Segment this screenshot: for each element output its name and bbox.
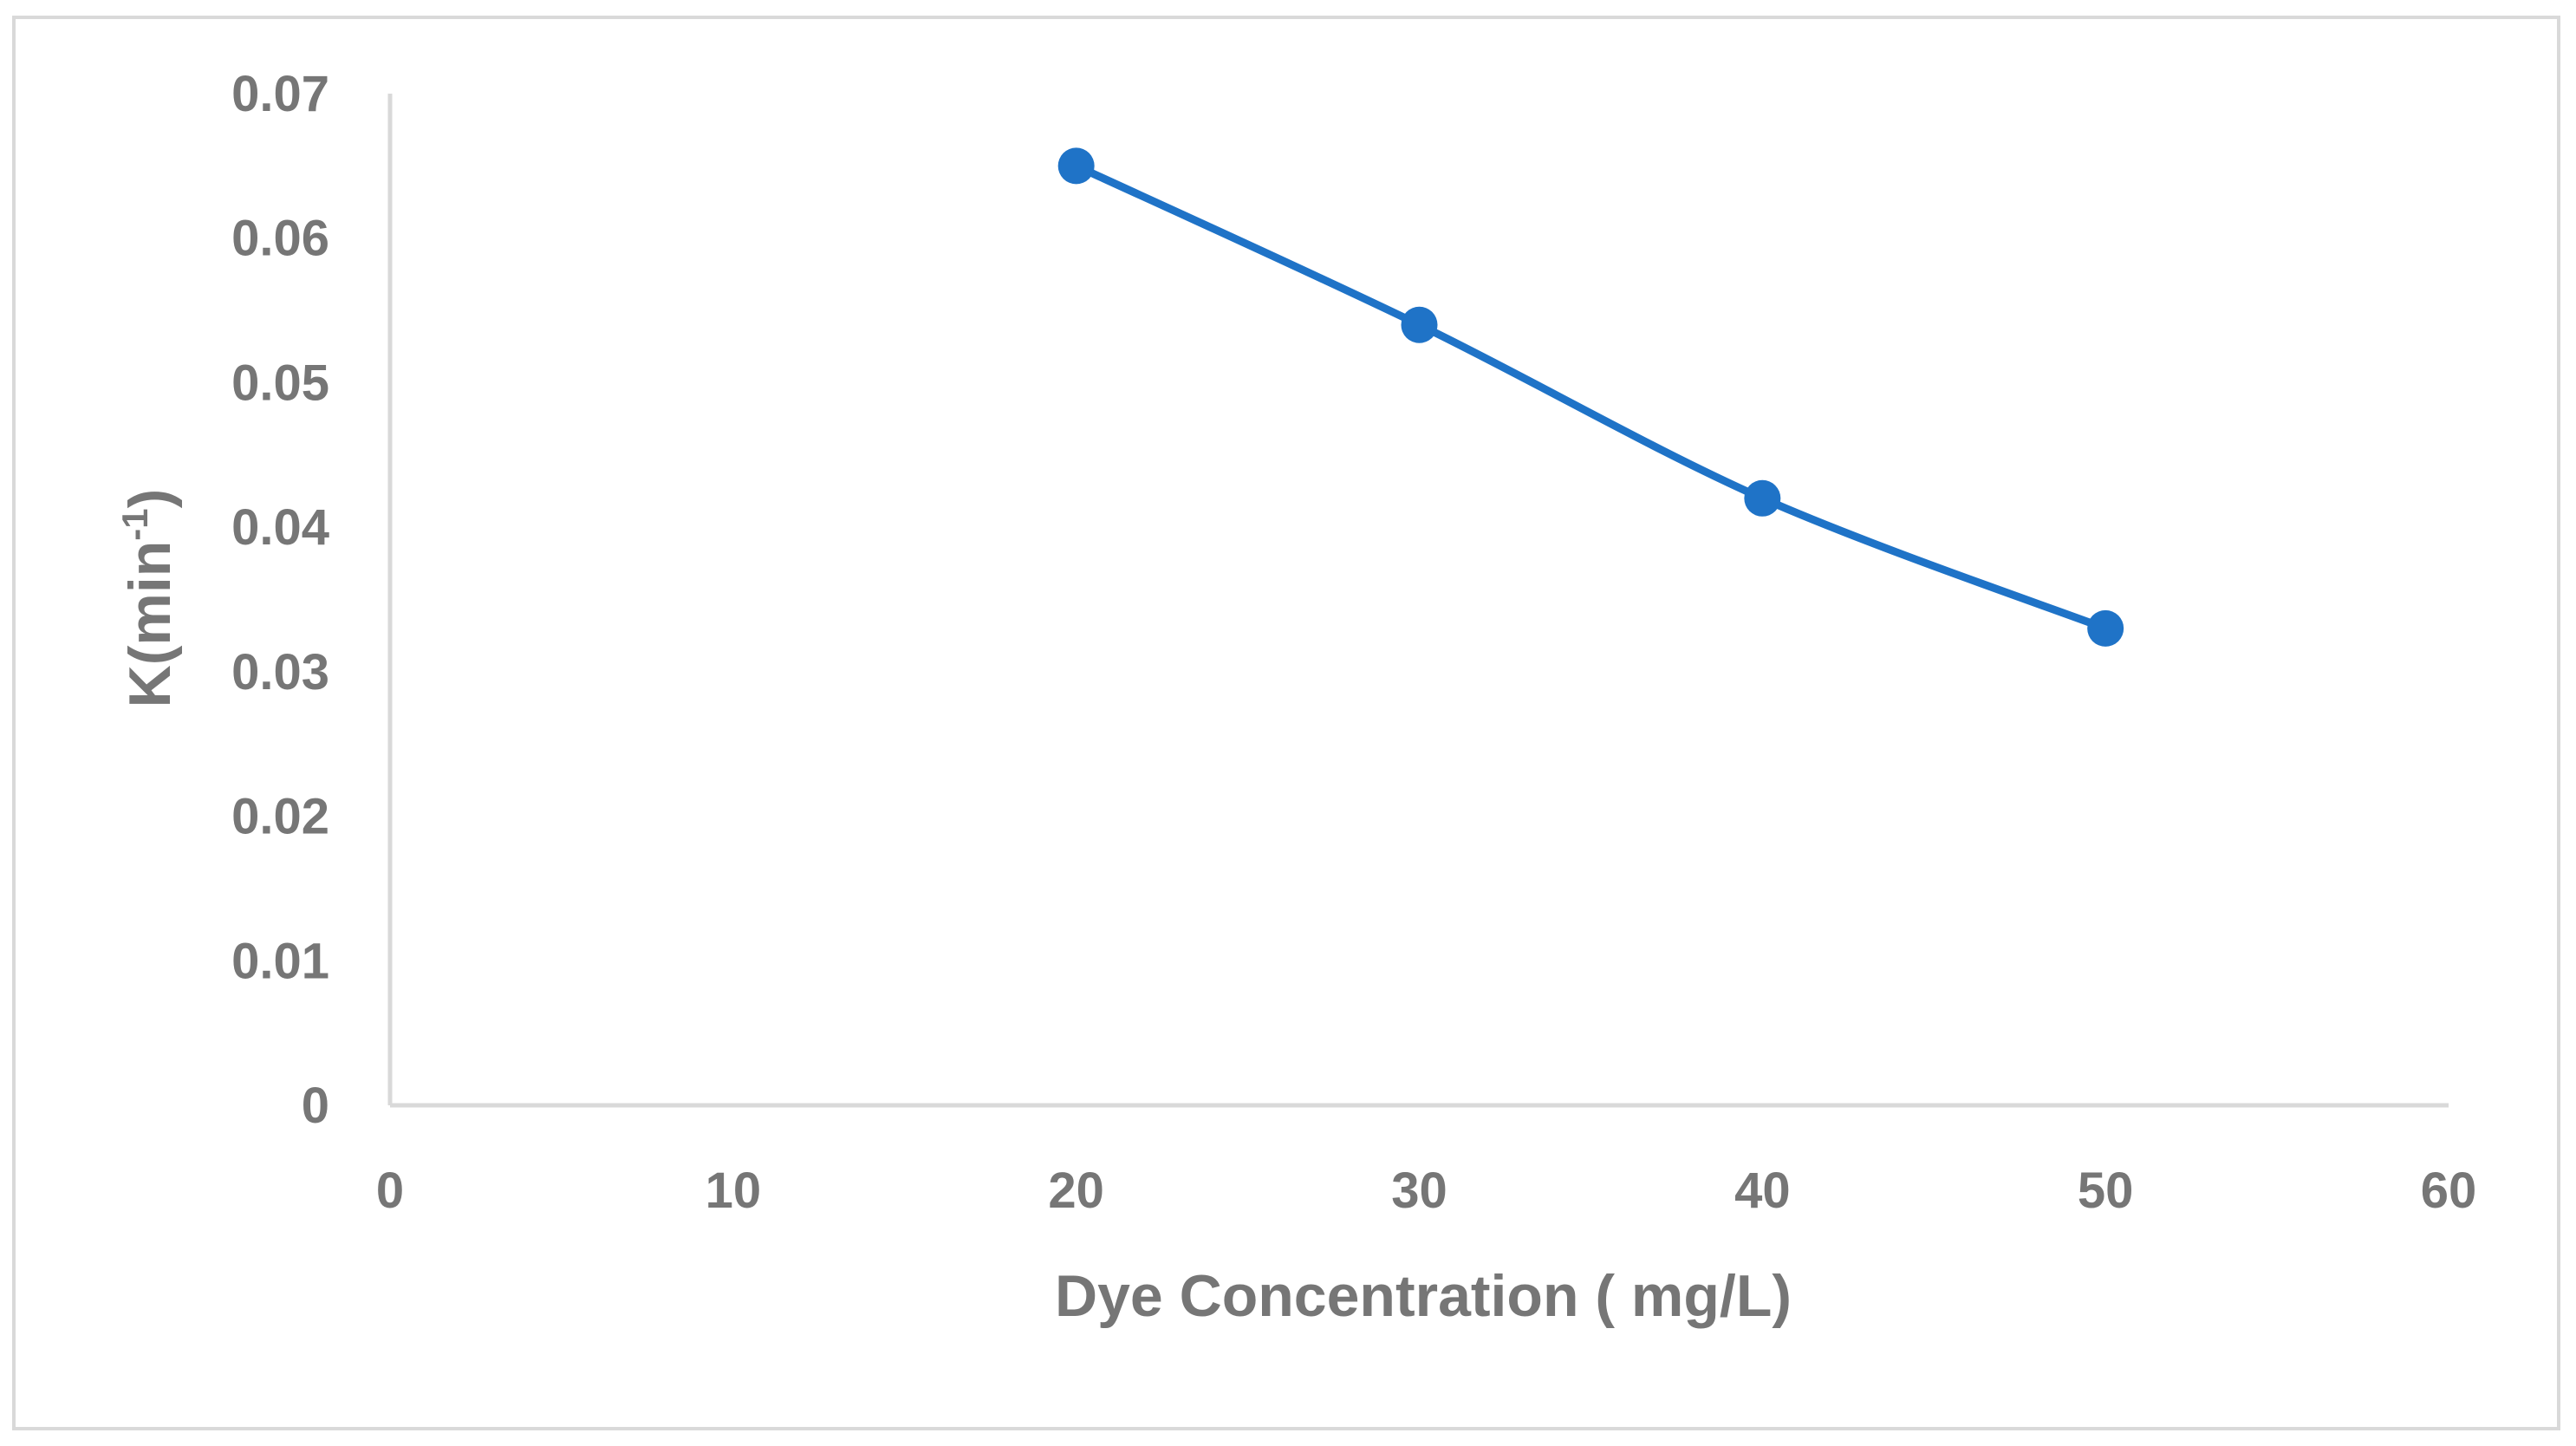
chart-frame <box>12 16 2560 1430</box>
x-tick-label: 30 <box>1391 1163 1447 1219</box>
data-point <box>2087 609 2124 647</box>
series-line <box>1072 161 2110 633</box>
y-axis-title-close: ) <box>117 489 183 509</box>
y-axis-title: K(min-1) <box>114 489 183 708</box>
x-tick-label: 50 <box>2078 1163 2134 1219</box>
y-tick-label: 0.06 <box>231 211 329 267</box>
data-point <box>1057 147 1095 185</box>
x-axis-title: Dye Concentration ( mg/L) <box>1055 1263 1792 1329</box>
y-tick-label: 0.04 <box>231 499 329 556</box>
tick-labels: 0 10 20 30 40 50 60 0 0.01 0.02 0.03 0.04 0.05 0.06 0.… <box>231 66 2476 1219</box>
y-tick-label: 0.02 <box>231 789 329 845</box>
y-axis-title-superscript: -1 <box>114 508 155 540</box>
y-tick-label: 0.01 <box>231 933 329 989</box>
x-tick-label: 40 <box>1734 1163 1791 1219</box>
x-tick-label: 60 <box>2421 1163 2477 1219</box>
x-tick-label: 10 <box>706 1163 762 1219</box>
y-tick-label: 0.05 <box>231 355 329 411</box>
data-point <box>1401 306 1438 343</box>
axes <box>387 94 2449 1108</box>
data-point <box>1744 479 1781 517</box>
y-tick-label: 0 <box>302 1078 329 1134</box>
data-series <box>1057 147 2124 647</box>
y-axis-title-main: K(min <box>117 541 183 708</box>
x-tick-label: 0 <box>376 1163 404 1219</box>
x-tick-label: 20 <box>1048 1163 1104 1219</box>
y-tick-label: 0.07 <box>231 66 329 122</box>
y-tick-label: 0.03 <box>231 644 329 700</box>
